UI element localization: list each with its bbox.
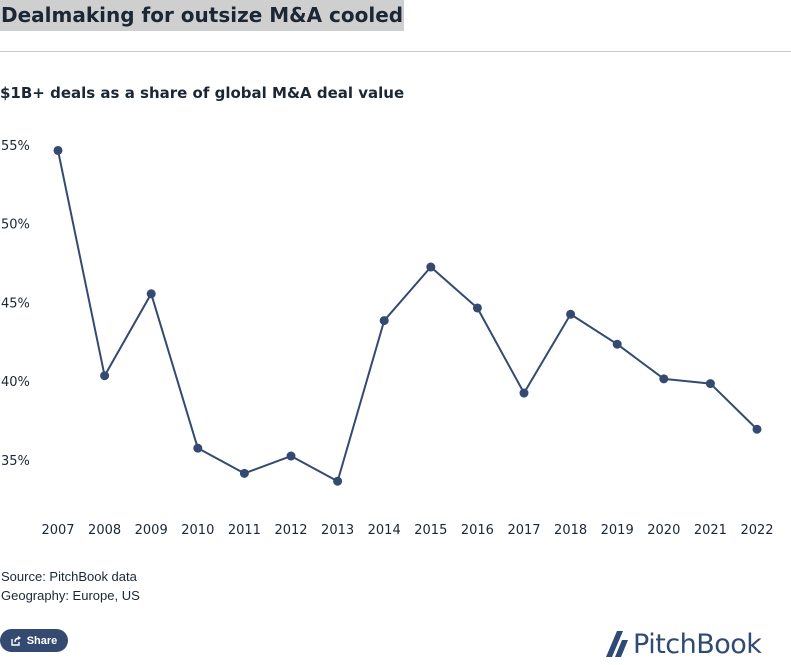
share-button[interactable]: Share (0, 629, 68, 652)
x-axis: 2007 2008 2009 2010 2011 2012 2013 2014 2015 2016… (41, 523, 773, 538)
pitchbook-logo-icon (606, 631, 628, 657)
source-notes: Source: PitchBook data Geography: Europe… (1, 567, 140, 605)
data-point[interactable] (193, 443, 203, 453)
series-line (57, 150, 758, 483)
data-point[interactable] (146, 289, 156, 299)
brand-name: PitchBook (633, 628, 762, 660)
data-point[interactable] (286, 451, 296, 461)
data-point[interactable] (333, 476, 343, 486)
x-tick-label: 2018 (554, 523, 587, 538)
page-title: Dealmaking for outsize M&A cooled (1, 3, 404, 27)
title-highlight: Dealmaking for outsize M&A cooled (0, 0, 405, 31)
x-tick-label: 2014 (368, 523, 401, 538)
data-point[interactable] (752, 424, 762, 434)
x-tick-label: 2016 (461, 523, 494, 538)
x-tick-label: 2017 (507, 523, 540, 538)
x-tick-label: 2015 (414, 523, 447, 538)
pitchbook-logo[interactable]: PitchBook (603, 626, 762, 662)
data-point[interactable] (566, 309, 576, 319)
x-tick-label: 2008 (88, 523, 121, 538)
source-text: Source: PitchBook data (1, 569, 137, 584)
x-tick-label: 2011 (228, 523, 261, 538)
data-point[interactable] (100, 371, 110, 381)
title-divider (0, 51, 791, 52)
x-tick-label: 2022 (740, 523, 773, 538)
share-icon (11, 636, 21, 646)
data-point[interactable] (53, 145, 63, 155)
data-point[interactable] (239, 468, 249, 478)
y-tick-label: 55% (1, 139, 30, 154)
data-points (53, 145, 762, 486)
geography-text: Geography: Europe, US (1, 588, 140, 603)
x-tick-label: 2012 (274, 523, 307, 538)
y-tick-label: 50% (1, 218, 30, 233)
x-tick-label: 2021 (694, 523, 727, 538)
share-label: Share (26, 634, 58, 647)
data-point[interactable] (705, 379, 715, 389)
x-tick-label: 2007 (41, 523, 74, 538)
data-point[interactable] (426, 262, 436, 272)
x-tick-label: 2010 (181, 523, 214, 538)
line-chart: 35% 40% 45% 50% 55% 2007 2008 2009 2010 2011 2012… (1, 139, 774, 538)
data-point[interactable] (612, 339, 622, 349)
x-tick-label: 2013 (321, 523, 354, 538)
data-point[interactable] (659, 374, 669, 384)
data-point[interactable] (519, 388, 529, 398)
chart-subtitle: $1B+ deals as a share of global M&A deal… (0, 84, 405, 102)
data-point[interactable] (472, 303, 482, 313)
y-tick-label: 35% (1, 454, 30, 469)
y-tick-label: 45% (1, 296, 30, 311)
y-tick-label: 40% (1, 375, 30, 390)
x-tick-label: 2020 (647, 523, 680, 538)
x-tick-label: 2009 (135, 523, 168, 538)
data-point[interactable] (379, 316, 389, 326)
y-axis: 35% 40% 45% 50% 55% (1, 139, 30, 469)
x-tick-label: 2019 (601, 523, 634, 538)
